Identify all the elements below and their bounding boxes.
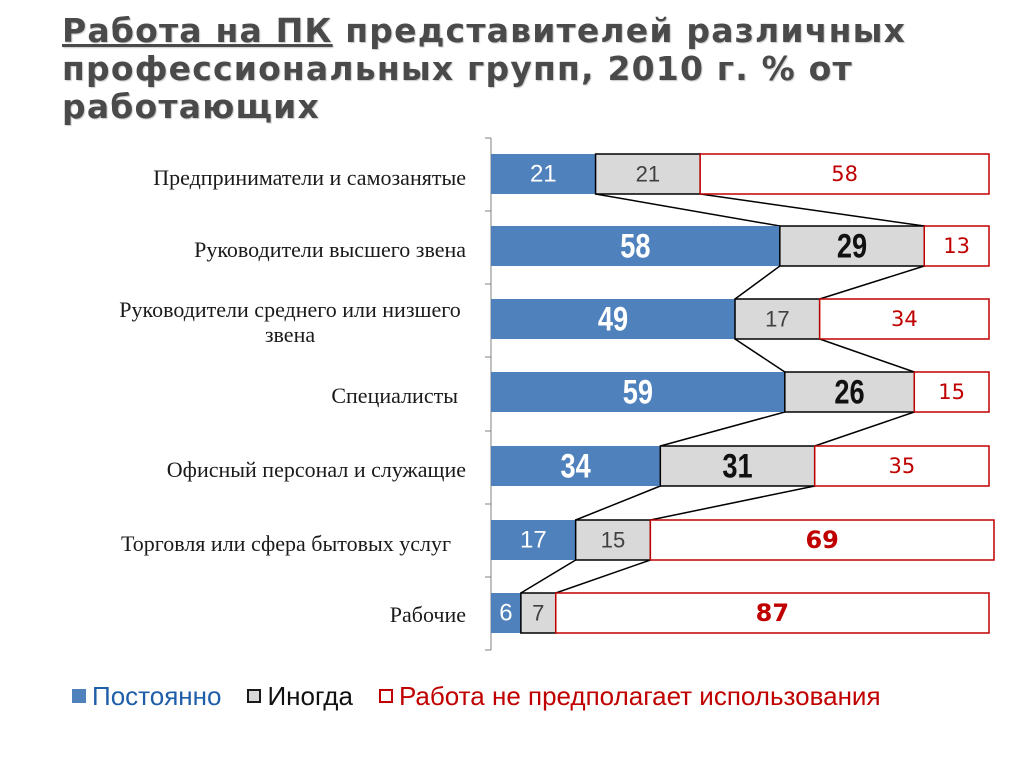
- bar-segment-always: [491, 446, 661, 486]
- data-label-sometimes: 26: [834, 373, 864, 412]
- bar-segment-not-used: [813, 445, 990, 487]
- data-label-always: 58: [620, 227, 650, 266]
- series-connector-line: [650, 485, 815, 521]
- legend-label-always: Постоянно: [92, 680, 222, 711]
- legend-label-sometimes: Иногда: [267, 680, 353, 711]
- category-label-entrepreneurs: Предприниматели и самозанятые: [153, 164, 466, 190]
- bar-segment-always: [491, 520, 576, 560]
- legend-swatch-not-used: [378, 689, 393, 703]
- bar-segment-always: [491, 226, 780, 266]
- series-connector-line: [819, 265, 925, 300]
- data-label-sometimes: 31: [722, 447, 752, 486]
- category-label-trade-services: Торговля или сфера бытовых услуг: [120, 530, 452, 556]
- series-connector-line: [819, 338, 915, 373]
- bar-segment-not-used: [913, 371, 990, 413]
- data-label-always: 21: [530, 161, 557, 188]
- data-label-always: 6: [499, 600, 512, 627]
- data-label-sometimes: 29: [837, 227, 867, 266]
- series-connector-line: [734, 338, 786, 373]
- bar-segment-sometimes: [520, 592, 557, 634]
- bar-segment-sometimes: [594, 153, 701, 195]
- bar-segment-not-used: [649, 519, 995, 561]
- legend: Постоянно Иногда Работа не предполагает …: [72, 678, 1002, 714]
- data-label-sometimes: 17: [765, 307, 789, 332]
- series-connector-line: [575, 485, 661, 521]
- category-label-middle-managers: Руководители среднего или низшего звена: [119, 297, 461, 347]
- legend-label-not-used: Работа не предполагает использования: [398, 680, 881, 711]
- legend-item-always: Постоянно: [72, 681, 221, 712]
- data-label-not-used: 13: [943, 234, 970, 258]
- bar-segment-sometimes: [574, 519, 652, 561]
- series-connector-line: [555, 559, 651, 594]
- legend-swatch-sometimes: [247, 689, 262, 703]
- data-label-sometimes: 21: [636, 162, 660, 187]
- bar-segment-not-used: [923, 225, 990, 267]
- category-label-office-staff: Офисный персонал и служащие: [166, 456, 466, 482]
- data-label-always: 17: [520, 527, 547, 554]
- data-label-not-used: 34: [891, 307, 918, 331]
- category-label-workers: Рабочие: [389, 601, 466, 627]
- title-underlined-part: Работа на ПК: [62, 11, 333, 50]
- category-label-specialists: Специалисты: [331, 382, 458, 408]
- bar-segment-not-used: [699, 153, 990, 195]
- chart-title: Работа на ПК представителей различных пр…: [62, 12, 1002, 126]
- legend-swatch-always: [72, 689, 86, 703]
- data-label-sometimes: 15: [601, 528, 625, 553]
- series-connector-line: [734, 265, 781, 300]
- bar-segment-always: [491, 593, 521, 633]
- series-connector-line: [814, 411, 915, 447]
- data-label-not-used: 35: [888, 454, 915, 478]
- bar-segment-sometimes: [784, 371, 916, 413]
- series-connector-line: [660, 411, 786, 447]
- data-label-not-used: 15: [938, 380, 965, 404]
- legend-item-sometimes: Иногда: [247, 680, 353, 712]
- bar-segment-always: [491, 299, 736, 339]
- bar-segment-always: [491, 154, 596, 194]
- data-label-sometimes: 7: [532, 601, 544, 626]
- bar-segment-sometimes: [734, 298, 821, 340]
- series-connector-line: [700, 193, 925, 227]
- data-label-always: 34: [561, 447, 591, 486]
- data-label-not-used: 58: [831, 162, 858, 186]
- series-connector-line: [520, 559, 577, 594]
- data-label-not-used: 69: [805, 526, 838, 554]
- legend-item-not-used: Работа не предполагает использования: [378, 680, 881, 712]
- series-connector-line: [595, 193, 780, 227]
- data-label-not-used: 87: [756, 599, 789, 627]
- data-label-always: 59: [623, 373, 653, 412]
- bar-segment-always: [491, 372, 785, 412]
- data-label-always: 49: [598, 300, 628, 339]
- title-rest: представителей различных профессиональны…: [62, 11, 907, 126]
- bar-segment-not-used: [554, 592, 990, 634]
- category-label-top-managers: Руководители высшего звена: [194, 236, 466, 262]
- bar-segment-not-used: [818, 298, 990, 340]
